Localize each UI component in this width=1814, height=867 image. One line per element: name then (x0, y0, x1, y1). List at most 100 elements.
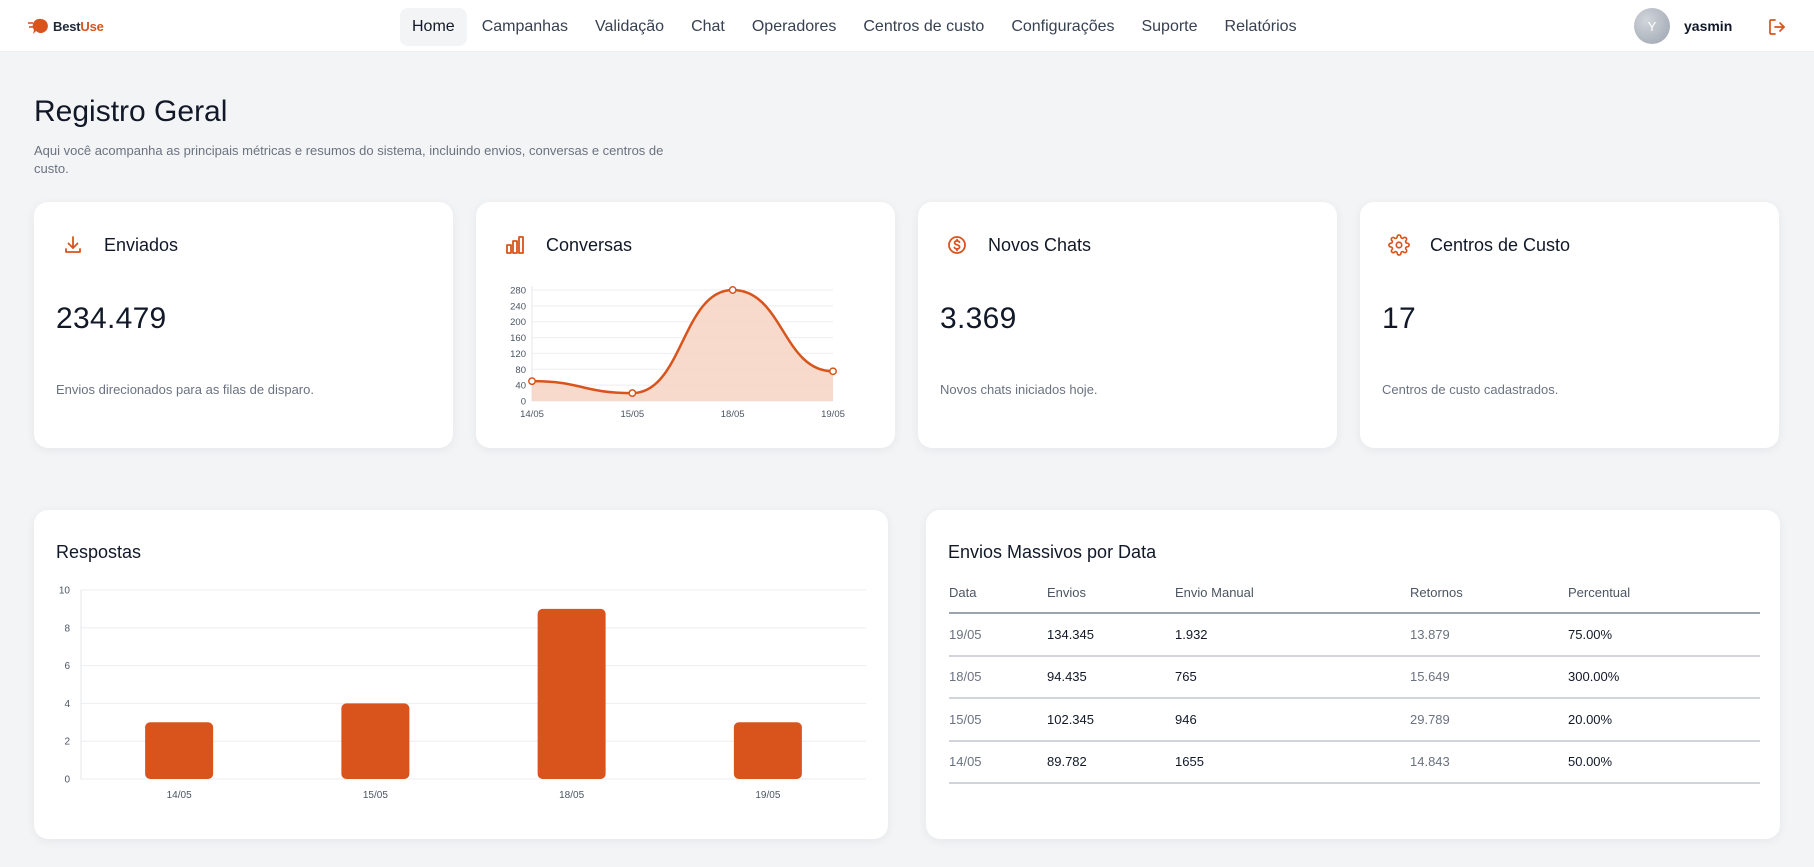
respostas-bar-chart: 0 2 4 6 8 10 14/05 15/05 18/05 19/05 (59, 586, 866, 801)
data-point (829, 367, 837, 376)
card-header: Centros de Custo (1388, 230, 1570, 260)
column-header-envio-manual: Envio Manual (1175, 572, 1410, 614)
bar (537, 608, 606, 779)
cell-retornos: 13.879 (1410, 613, 1568, 657)
panel-title: Envios Massivos por Data (948, 542, 1157, 562)
card-value: 234.479 (56, 302, 167, 335)
bar (145, 722, 214, 779)
y-tick-label: 280 (510, 286, 526, 297)
card-conversas: Conversas 0 40 80 120 160 200 240 280 14/05 15/05… (476, 202, 895, 448)
cell-envio-manual: 1.932 (1175, 613, 1410, 657)
x-tick-label: 15/05 (620, 409, 644, 420)
column-header-percentual: Percentual (1568, 572, 1760, 614)
cell-envios: 102.345 (1047, 698, 1175, 742)
data-point (628, 389, 637, 398)
table-row: 19/05 134.345 1.932 13.879 75.00% (949, 613, 1760, 657)
logo-icon (28, 18, 48, 34)
cell-retornos: 15.649 (1410, 655, 1568, 699)
bar (341, 703, 410, 779)
card-description: Novos chats iniciados hoje. (940, 382, 1098, 397)
nav-item-centros-de-custo[interactable]: Centros de custo (863, 18, 985, 35)
x-tick-label: 19/05 (821, 409, 845, 420)
envios-panel: Envios Massivos por Data Data Envios Env… (926, 510, 1780, 839)
cell-retornos: 29.789 (1410, 698, 1568, 742)
card-header: Conversas (504, 230, 632, 260)
logo[interactable]: BestUse (28, 15, 104, 37)
table-row: 14/05 89.782 1655 14.843 50.00% (949, 740, 1760, 784)
cell-data: 18/05 (949, 655, 1047, 699)
cell-envio-manual: 946 (1175, 698, 1410, 742)
page-title: Registro Geral (34, 95, 228, 128)
download-icon (62, 234, 84, 256)
cell-percentual: 75.00% (1568, 613, 1760, 657)
column-header-retornos: Retornos (1410, 572, 1568, 614)
card-novos-chats: Novos Chats 3.369 Novos chats iniciados … (918, 202, 1337, 448)
logo-text: BestUse (53, 19, 104, 34)
data-point (728, 286, 737, 294)
y-tick-label: 4 (64, 699, 70, 710)
user-menu[interactable]: Y yasmin (1634, 8, 1732, 44)
gear-icon (1388, 234, 1410, 256)
top-navbar: BestUse Home Campanhas Validação Chat Op… (0, 0, 1814, 52)
y-tick-label: 120 (510, 349, 526, 360)
y-tick-label: 160 (510, 333, 526, 344)
nav-item-suporte[interactable]: Suporte (1141, 18, 1198, 35)
y-tick-label: 200 (510, 317, 526, 328)
envios-table: Data Envios Envio Manual Retornos Percen… (949, 572, 1760, 784)
y-tick-label: 6 (64, 661, 70, 672)
card-title: Enviados (104, 234, 179, 255)
nav-item-campanhas[interactable]: Campanhas (481, 18, 568, 35)
cell-percentual: 300.00% (1568, 655, 1760, 699)
logo-text-part1: Best (53, 18, 81, 34)
bar-chart-icon (504, 234, 526, 256)
cell-envios: 94.435 (1047, 655, 1175, 699)
cell-envio-manual: 1655 (1175, 740, 1410, 784)
card-header: Enviados (62, 230, 178, 260)
cell-envios: 134.345 (1047, 613, 1175, 657)
card-centros-de-custo: Centros de Custo 17 Centros de custo cad… (1360, 202, 1779, 448)
card-description: Centros de custo cadastrados. (1382, 382, 1559, 397)
x-tick-label: 18/05 (559, 790, 584, 801)
cell-retornos: 14.843 (1410, 740, 1568, 784)
cell-data: 14/05 (949, 740, 1047, 784)
x-tick-label: 15/05 (363, 790, 388, 801)
y-tick-label: 80 (515, 365, 526, 376)
data-point (528, 377, 536, 386)
nav-item-operadores[interactable]: Operadores (751, 18, 837, 35)
y-tick-label: 0 (64, 775, 70, 786)
table-row: 18/05 94.435 765 15.649 300.00% (949, 655, 1760, 699)
nav-item-chat[interactable]: Chat (691, 18, 725, 35)
card-title: Novos Chats (988, 234, 1092, 255)
cell-data: 19/05 (949, 613, 1047, 657)
card-description: Envios direcionados para as filas de dis… (56, 382, 314, 397)
x-tick-label: 14/05 (520, 409, 544, 420)
nav-item-relatorios[interactable]: Relatórios (1224, 18, 1297, 35)
y-tick-label: 8 (64, 623, 70, 634)
panel-title: Respostas (56, 542, 142, 562)
cell-percentual: 20.00% (1568, 698, 1760, 742)
card-enviados: Enviados 234.479 Envios direcionados par… (34, 202, 453, 448)
dollar-icon (946, 234, 968, 256)
avatar[interactable]: Y (1634, 8, 1670, 44)
cell-percentual: 50.00% (1568, 740, 1760, 784)
page-subtitle: Aqui você acompanha as principais métric… (34, 143, 664, 176)
series-line (531, 288, 834, 395)
logo-text-part2: Use (80, 18, 104, 34)
column-header-data: Data (949, 572, 1047, 614)
table-header-row: Data Envios Envio Manual Retornos Percen… (949, 572, 1760, 614)
series-area (532, 290, 833, 401)
respostas-panel: Respostas 0 2 4 6 8 10 14/05 15/05 18/05 19/05 (34, 510, 888, 839)
conversas-line-chart: 0 40 80 120 160 200 240 280 14/05 15/05 18/05 19/05 (510, 286, 845, 421)
logout-icon[interactable] (1767, 17, 1787, 37)
column-header-envios: Envios (1047, 572, 1175, 614)
nav-item-configuracoes[interactable]: Configurações (1011, 18, 1115, 35)
nav-item-home[interactable]: Home (400, 8, 467, 46)
y-tick-label: 10 (59, 586, 71, 597)
cell-envio-manual: 765 (1175, 655, 1410, 699)
card-title: Conversas (546, 234, 633, 255)
card-value: 3.369 (940, 302, 1017, 335)
x-tick-label: 19/05 (755, 790, 780, 801)
x-tick-label: 14/05 (167, 790, 192, 801)
y-tick-label: 2 (64, 737, 70, 748)
nav-item-validacao[interactable]: Validação (594, 18, 665, 35)
